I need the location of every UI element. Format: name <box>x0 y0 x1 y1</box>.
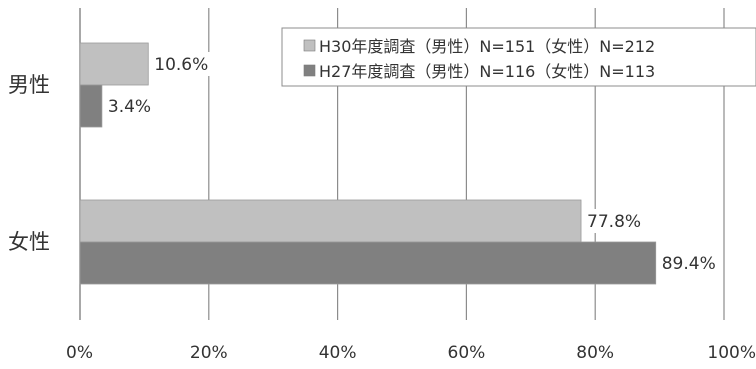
x-tick-label: 100% <box>707 343 756 363</box>
data-label-bg <box>659 251 718 275</box>
bar-h27-0 <box>79 84 103 128</box>
legend-box <box>281 27 756 87</box>
category-label: 女性 <box>8 230 50 254</box>
legend-swatch <box>303 39 316 52</box>
x-tick-label: 60% <box>448 343 486 363</box>
x-tick-label: 0% <box>66 343 93 363</box>
legend-label: H27年度調査（男性）N=116（女性）N=113 <box>319 62 655 81</box>
data-label-bg <box>585 209 644 233</box>
data-label: 10.6% <box>154 55 208 75</box>
legend-label: H30年度調査（男性）N=151（女性）N=212 <box>319 37 655 56</box>
x-tick-label: 20% <box>190 343 228 363</box>
bar-h30-1 <box>79 199 582 243</box>
data-label: 3.4% <box>108 97 151 117</box>
data-label: 89.4% <box>662 254 716 274</box>
data-label-bg <box>105 94 164 118</box>
x-tick-label: 40% <box>319 343 357 363</box>
data-label-bg <box>152 52 211 76</box>
category-label: 男性 <box>8 73 50 97</box>
bar-h30-0 <box>79 42 149 86</box>
legend-swatch <box>303 64 316 77</box>
data-label: 77.8% <box>587 212 641 232</box>
bar-h27-1 <box>79 241 657 285</box>
x-tick-label: 80% <box>576 343 614 363</box>
